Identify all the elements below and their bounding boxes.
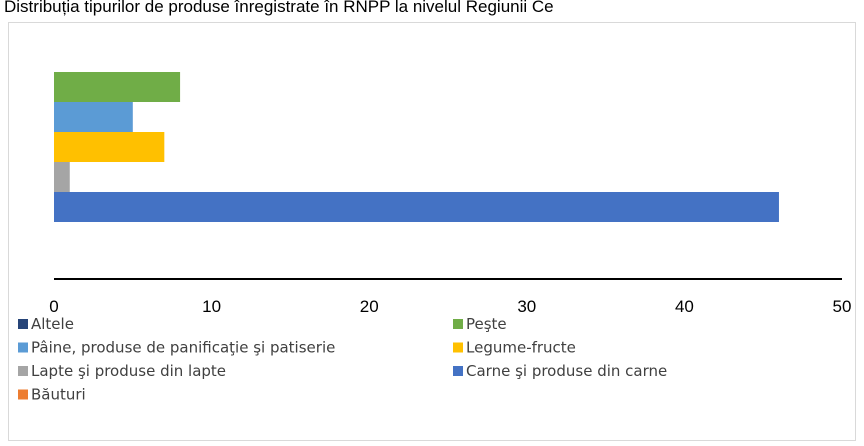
legend-label: Carne şi produse din carne [466, 362, 667, 380]
bar [54, 192, 779, 222]
x-tick-label: 50 [833, 297, 852, 316]
legend-label: Peşte [466, 315, 507, 333]
legend-swatch [453, 319, 463, 329]
legend-swatch [18, 366, 28, 376]
x-tick-label: 30 [517, 297, 536, 316]
chart-title: Distribuția tipurilor de produse înregis… [4, 0, 554, 16]
legend-swatch [18, 319, 28, 329]
legend-label: Legume-fructe [466, 339, 576, 357]
x-tick-label: 40 [675, 297, 694, 316]
x-tick-label: 0 [49, 297, 58, 316]
legend-swatch [18, 342, 28, 353]
legend-label: Pâine, produse de panificaţie şi patiser… [31, 339, 335, 357]
x-tick-label: 10 [202, 297, 221, 316]
legend-label: Lapte şi produse din lapte [31, 362, 226, 380]
legend-swatch [453, 342, 463, 353]
legend-swatch [453, 366, 463, 376]
bar [54, 102, 133, 132]
chart-frame [8, 22, 856, 441]
bar [54, 72, 181, 102]
legend-label: Băuturi [31, 386, 86, 404]
bar [54, 162, 70, 192]
x-tick-label: 20 [360, 297, 379, 316]
legend-label: Altele [31, 315, 74, 333]
legend-swatch [18, 389, 28, 400]
bar [54, 132, 165, 162]
